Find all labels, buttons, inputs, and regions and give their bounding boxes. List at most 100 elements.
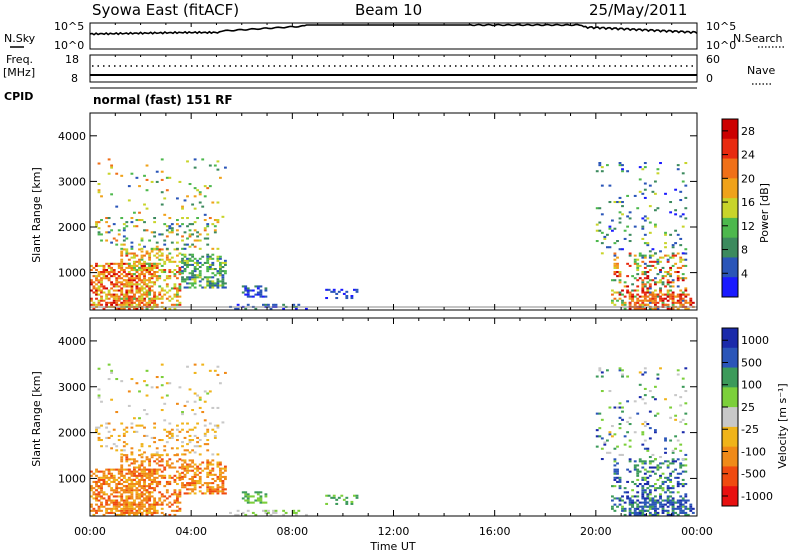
heatmap-cell	[120, 297, 124, 300]
heatmap-cell	[196, 274, 200, 277]
heatmap-cell	[671, 295, 675, 298]
heatmap-cell	[193, 257, 197, 260]
heatmap-cell	[135, 303, 139, 306]
heatmap-cell	[183, 436, 187, 439]
heatmap-cell	[173, 478, 177, 481]
heatmap-cell	[654, 466, 657, 469]
heatmap-cell	[158, 285, 162, 288]
heatmap-cell	[112, 507, 116, 510]
heatmap-cell	[643, 447, 647, 450]
heatmap-cell	[638, 396, 642, 399]
heatmap-cell	[643, 387, 647, 390]
heatmap-cell	[95, 293, 98, 296]
heatmap-cell	[127, 271, 131, 274]
heatmap-cell	[145, 301, 149, 304]
heatmap-cell	[208, 217, 212, 220]
heatmap-cell	[325, 297, 329, 300]
heatmap-cell	[110, 271, 114, 274]
heatmap-cell	[153, 501, 157, 504]
heatmap-cell	[206, 486, 210, 489]
heatmap-cell	[135, 511, 139, 514]
heatmap-cell	[282, 307, 286, 310]
heatmap-cell	[158, 233, 162, 236]
heatmap-cell	[330, 496, 334, 499]
colorbar-tick-label: -25	[741, 423, 759, 436]
heatmap-cell	[135, 430, 139, 433]
heatmap-cell	[120, 283, 124, 286]
nsearch-bottom-tick: 10^0	[706, 39, 736, 52]
heatmap-cell	[95, 225, 98, 228]
heatmap-cell	[186, 482, 189, 485]
heatmap-cell	[641, 285, 645, 288]
heatmap-cell	[648, 291, 652, 294]
heatmap-cell	[97, 227, 101, 230]
heatmap-cell	[186, 488, 189, 491]
heatmap-cell	[100, 289, 103, 292]
heatmap-cell	[216, 278, 220, 281]
heatmap-cell	[659, 487, 662, 490]
heatmap-cell	[671, 256, 675, 259]
heatmap-cell	[100, 489, 103, 492]
heatmap-cell	[216, 484, 220, 487]
heatmap-cell	[636, 299, 640, 302]
heatmap-cell	[292, 303, 296, 306]
heatmap-cell	[173, 275, 177, 278]
heatmap-cell	[636, 503, 640, 506]
heatmap-cell	[216, 160, 220, 163]
heatmap-cell	[100, 509, 103, 512]
heatmap-cell	[203, 482, 207, 485]
heatmap-cell	[168, 225, 172, 228]
heatmap-cell	[671, 505, 675, 508]
heatmap-cell	[646, 509, 650, 512]
heatmap-cell	[183, 473, 187, 476]
heatmap-cell	[666, 299, 670, 302]
heatmap-cell	[168, 289, 172, 292]
heatmap-cell	[651, 501, 655, 504]
heatmap-cell	[643, 491, 647, 494]
heatmap-cell	[666, 464, 670, 467]
heatmap-cell	[679, 505, 683, 508]
heatmap-cell	[659, 297, 662, 300]
heatmap-cell	[148, 256, 152, 259]
heatmap-cell	[674, 213, 678, 216]
heatmap-cell	[95, 221, 98, 224]
heatmap-cell	[135, 285, 139, 288]
heatmap-cell	[148, 277, 152, 280]
heatmap-cell	[133, 489, 136, 492]
heatmap-cell	[120, 247, 124, 250]
heatmap-cell	[138, 273, 141, 276]
heatmap-cell	[127, 262, 131, 265]
freq-top-tick: 18	[65, 53, 79, 66]
heatmap-cell	[112, 271, 116, 274]
heatmap-cell	[133, 293, 136, 296]
heatmap-cell	[148, 458, 152, 461]
heatmap-cell	[92, 266, 96, 269]
heatmap-cell	[654, 295, 657, 298]
heatmap-cell	[140, 443, 144, 446]
heatmap-cell	[208, 463, 212, 466]
heatmap-cell	[90, 485, 93, 488]
heatmap-cell	[193, 270, 197, 273]
heatmap-cell	[160, 254, 164, 257]
heatmap-cell	[163, 197, 167, 200]
heatmap-cell	[153, 436, 157, 439]
heatmap-cell	[145, 458, 149, 461]
heatmap-cell	[198, 478, 202, 481]
heatmap-cell	[203, 237, 207, 240]
heatmap-cell	[97, 485, 101, 488]
heatmap-cell	[135, 487, 139, 490]
heatmap-cell	[97, 478, 101, 481]
heatmap-cell	[661, 297, 665, 300]
heatmap-cell	[229, 511, 232, 514]
x-tick-label: 00:00	[74, 525, 106, 538]
heatmap-cell	[90, 264, 93, 267]
heatmap-cell	[117, 285, 121, 288]
heatmap-cell	[196, 189, 200, 192]
heatmap-cell	[105, 303, 109, 306]
heatmap-cell	[143, 277, 146, 280]
colorbar-tick-label: 1000	[741, 334, 769, 347]
heatmap-cell	[120, 466, 124, 469]
heatmap-cell	[193, 413, 197, 416]
heatmap-cell	[127, 513, 131, 516]
heatmap-cell	[95, 497, 98, 500]
